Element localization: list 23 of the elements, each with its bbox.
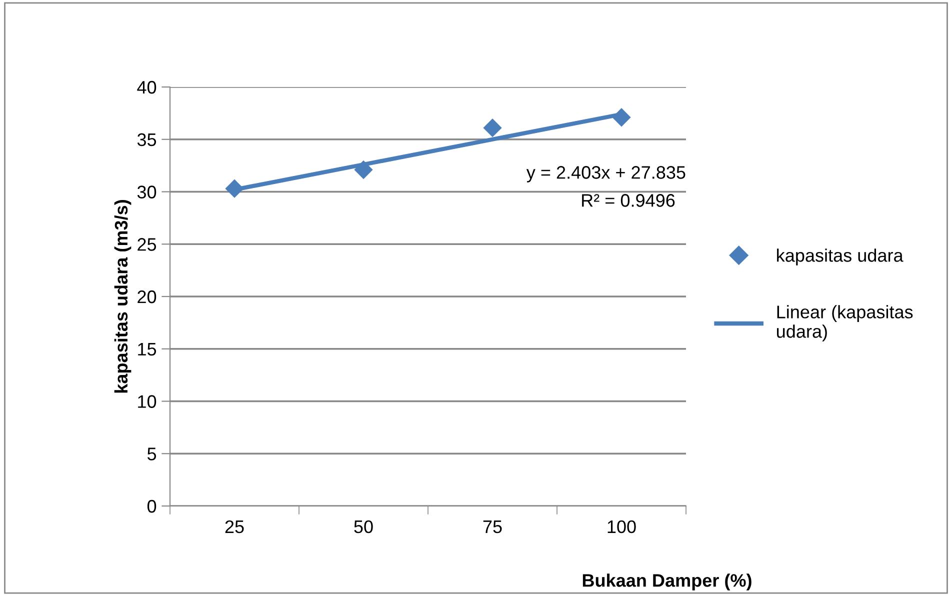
point (483, 118, 502, 138)
y-axis-title: kapasitas udara (m3/s) (114, 200, 132, 393)
y-tick-label: 25 (138, 238, 156, 251)
y-tick-label: 40 (137, 80, 156, 94)
y-tick-label: 5 (147, 448, 156, 460)
x-tick-label: 100 (608, 520, 636, 534)
x-tick-label: 75 (483, 520, 502, 534)
y-tick-label: 10 (138, 395, 156, 408)
legend-label: Linear (kapasitas udara) (777, 305, 913, 342)
x-tick-label: 25 (225, 520, 244, 534)
x-axis-title: Bukaan Damper (%) (582, 574, 752, 590)
annotation: y = 2.403x + 27.835 (526, 166, 686, 182)
x-tick-label: 50 (354, 520, 373, 534)
annotation: R² = 0.9496 (582, 194, 675, 207)
point (612, 108, 631, 127)
y-tick-label: 20 (138, 290, 156, 304)
point (225, 179, 244, 198)
legend-label: kapasitas udara (777, 248, 904, 266)
point (354, 160, 373, 180)
y-tick-label: 30 (137, 186, 156, 198)
y-tick-label: 35 (137, 133, 156, 146)
y-tick-label: 15 (138, 342, 156, 356)
y-tick-label: 0 (147, 500, 156, 513)
